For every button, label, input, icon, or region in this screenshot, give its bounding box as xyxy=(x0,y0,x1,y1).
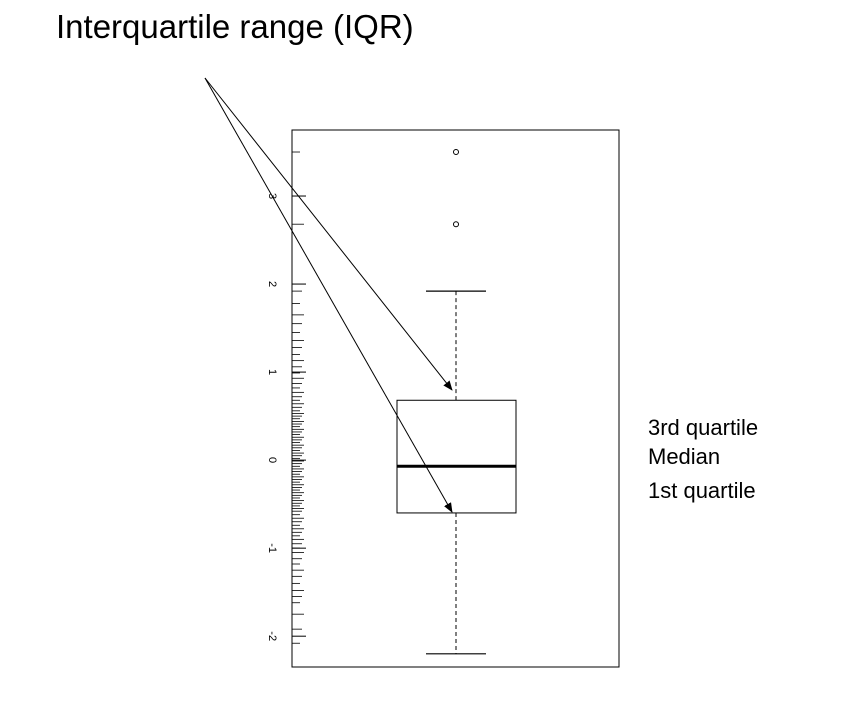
first-quartile-label: 1st quartile xyxy=(648,478,756,503)
median-label: Median xyxy=(648,444,721,469)
y-tick-label: 1 xyxy=(266,369,278,375)
outlier-point xyxy=(453,221,459,228)
iqr-arrow-lower xyxy=(204,77,453,513)
y-tick-label: 0 xyxy=(266,457,278,463)
y-tick-label: -2 xyxy=(266,631,278,641)
plot-frame xyxy=(291,129,620,668)
outlier-point xyxy=(453,149,459,156)
iqr-arrow-upper xyxy=(204,77,453,391)
annotation-title: Interquartile range (IQR) xyxy=(56,8,414,45)
y-tick-label: 2 xyxy=(266,281,278,287)
iqr-box xyxy=(396,399,517,514)
third-quartile-label: 3rd quartile xyxy=(648,415,759,440)
y-tick-label: -1 xyxy=(266,543,278,553)
